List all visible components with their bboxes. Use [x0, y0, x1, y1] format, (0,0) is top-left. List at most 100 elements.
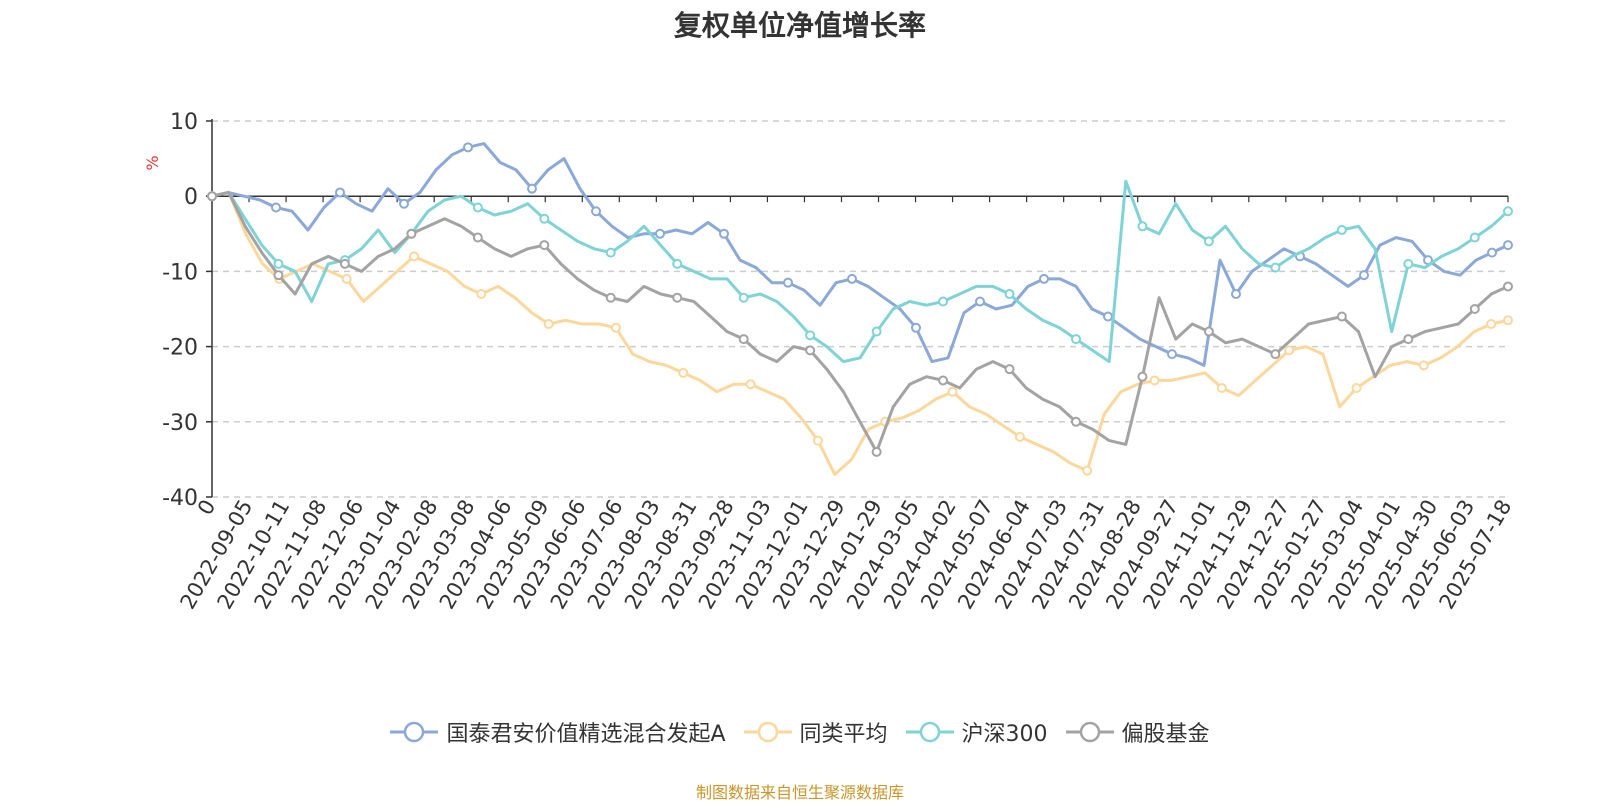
legend-item-1[interactable]: 同类平均	[743, 716, 888, 748]
series-point-3	[605, 292, 616, 303]
series-point-2	[805, 330, 816, 341]
series-point-1	[1503, 315, 1513, 326]
series-point-3	[1336, 311, 1347, 322]
series-point-0	[847, 273, 857, 284]
series-point-3	[539, 240, 550, 251]
series-point-0	[463, 142, 473, 153]
series-point-0	[1167, 349, 1177, 360]
series-point-0	[271, 202, 281, 213]
series-point-2	[1469, 232, 1480, 243]
series-point-3	[738, 334, 749, 345]
y-tick-label: -40	[162, 486, 198, 511]
series-point-0	[1231, 288, 1241, 299]
series-point-3	[805, 345, 816, 356]
y-tick-label: 10	[170, 110, 198, 135]
series-point-2	[539, 213, 550, 224]
series-point-0	[655, 228, 665, 239]
y-tick-label: -10	[162, 260, 198, 285]
x-tick-label: 0	[193, 496, 220, 520]
series-point-2	[273, 258, 284, 269]
series-point-1	[543, 319, 554, 330]
series-point-1	[1418, 360, 1429, 371]
series-point-3	[672, 292, 683, 303]
series-point-1	[1284, 345, 1295, 356]
series-point-0	[335, 187, 345, 198]
series-point-2	[1403, 258, 1414, 269]
legend-swatch-icon	[390, 721, 439, 743]
series-point-3	[273, 270, 284, 281]
series-point-3	[339, 258, 350, 269]
legend-item-2[interactable]: 沪深300	[905, 716, 1048, 748]
y-tick-label: -30	[162, 411, 198, 436]
legend: 国泰君安价值精选混合发起A 同类平均 沪深300 偏股基金	[0, 716, 1600, 748]
series-point-3	[1469, 304, 1480, 314]
series-point-2	[871, 326, 882, 337]
series-point-1	[610, 322, 621, 333]
series-line-2	[211, 179, 1510, 364]
series-point-3	[472, 232, 483, 243]
series-point-2	[1071, 334, 1081, 345]
series-point-0	[911, 322, 921, 333]
series-point-1	[812, 435, 823, 446]
series-point-3	[1004, 364, 1015, 375]
axis-layer: 100-10-20-30-40%02022-09-052022-10-11202…	[143, 110, 1516, 613]
series-point-1	[745, 379, 756, 390]
legend-label: 国泰君安价值精选混合发起A	[446, 722, 726, 747]
legend-swatch-icon	[905, 721, 954, 743]
series-point-1	[1486, 319, 1497, 330]
source-note: 制图数据来自恒生聚源数据库	[695, 783, 904, 802]
series-point-0	[783, 277, 793, 288]
series-point-1	[1149, 375, 1160, 386]
legend-label: 偏股基金	[1121, 722, 1210, 747]
series-point-1	[476, 288, 487, 299]
series-point-1	[678, 367, 689, 378]
series-line-0	[211, 142, 1509, 367]
series-point-0	[1487, 247, 1497, 258]
series-point-3	[938, 375, 949, 386]
series-point-0	[1039, 273, 1049, 284]
series-point-2	[738, 292, 749, 303]
y-tick-label: -20	[162, 336, 198, 361]
series-point-1	[1082, 465, 1093, 476]
series-point-0	[527, 183, 537, 194]
series-point-2	[938, 296, 949, 307]
series-point-3	[1270, 349, 1281, 360]
series-point-0	[1359, 270, 1369, 281]
series-point-3	[207, 191, 217, 202]
legend-item-3[interactable]: 偏股基金	[1065, 716, 1210, 748]
series-point-3	[1203, 326, 1214, 337]
grid-layer	[212, 120, 1508, 498]
series-point-1	[1014, 431, 1025, 442]
series-point-3	[1503, 281, 1513, 292]
series-point-1	[341, 273, 352, 284]
series-point-0	[591, 206, 601, 217]
legend-swatch-icon	[1065, 721, 1114, 743]
series-point-3	[1137, 371, 1148, 382]
series-point-2	[1137, 221, 1148, 232]
series-point-0	[1503, 240, 1513, 251]
legend-swatch-icon	[743, 721, 792, 743]
series-point-0	[1103, 311, 1113, 322]
series-point-2	[1503, 206, 1513, 217]
series-point-2	[1270, 262, 1281, 273]
series-line-1	[211, 190, 1509, 476]
series-point-1	[1351, 382, 1362, 393]
series-point-3	[406, 228, 417, 239]
chart-title: 复权单位净值增长率	[673, 9, 926, 42]
series-point-0	[719, 228, 729, 239]
series-point-3	[1071, 416, 1081, 427]
series-point-3	[871, 446, 882, 457]
series-point-2	[472, 202, 483, 213]
series-point-2	[672, 258, 683, 269]
series-point-2	[1203, 236, 1214, 247]
legend-label: 沪深300	[961, 722, 1048, 747]
series-point-2	[1336, 225, 1347, 236]
series-point-1	[947, 386, 958, 397]
legend-label: 同类平均	[799, 722, 888, 747]
series-point-0	[399, 198, 409, 209]
series-layer	[207, 142, 1513, 476]
y-tick-label: 0	[184, 185, 198, 210]
series-line-3	[211, 190, 1509, 454]
legend-item-0[interactable]: 国泰君安价值精选混合发起A	[390, 716, 726, 748]
